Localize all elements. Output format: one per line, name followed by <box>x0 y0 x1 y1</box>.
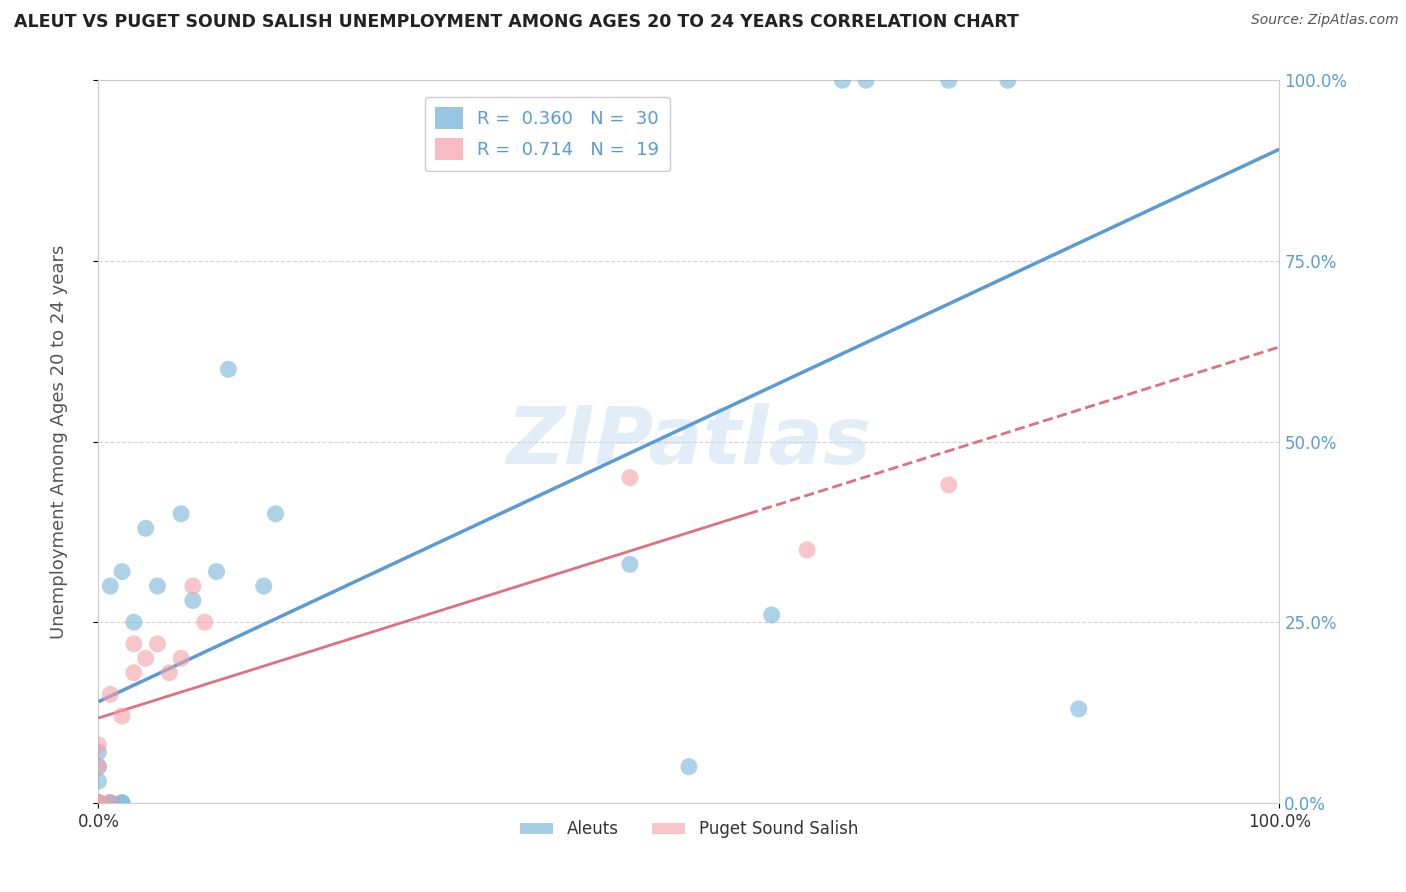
Point <box>181 593 204 607</box>
Point <box>146 579 169 593</box>
Point <box>87 760 110 774</box>
Point <box>997 73 1019 87</box>
Point <box>146 637 169 651</box>
Point <box>98 579 121 593</box>
Point <box>619 558 641 572</box>
Point <box>87 796 110 810</box>
Point <box>111 796 134 810</box>
Point <box>87 796 110 810</box>
Point <box>98 796 121 810</box>
Point <box>678 760 700 774</box>
Point <box>217 362 239 376</box>
Point <box>135 651 157 665</box>
Point <box>157 665 180 680</box>
Point <box>87 774 110 789</box>
Point <box>87 760 110 774</box>
Point <box>264 507 287 521</box>
Point <box>87 796 110 810</box>
Point <box>98 796 121 810</box>
Point <box>205 565 228 579</box>
Point <box>135 521 157 535</box>
Point <box>87 796 110 810</box>
Point <box>194 615 217 630</box>
Text: ALEUT VS PUGET SOUND SALISH UNEMPLOYMENT AMONG AGES 20 TO 24 YEARS CORRELATION C: ALEUT VS PUGET SOUND SALISH UNEMPLOYMENT… <box>14 13 1019 31</box>
Point <box>87 745 110 759</box>
Point <box>619 470 641 484</box>
Point <box>111 796 134 810</box>
Text: ZIPatlas: ZIPatlas <box>506 402 872 481</box>
Point <box>111 709 134 723</box>
Point <box>87 738 110 752</box>
Point <box>938 73 960 87</box>
Point <box>98 687 121 701</box>
Point <box>938 478 960 492</box>
Legend: Aleuts, Puget Sound Salish: Aleuts, Puget Sound Salish <box>513 814 865 845</box>
Point <box>181 579 204 593</box>
Point <box>831 73 853 87</box>
Point <box>87 796 110 810</box>
Point <box>855 73 877 87</box>
Point <box>796 542 818 557</box>
Point <box>111 565 134 579</box>
Point <box>87 796 110 810</box>
Point <box>170 651 193 665</box>
Point <box>98 796 121 810</box>
Y-axis label: Unemployment Among Ages 20 to 24 years: Unemployment Among Ages 20 to 24 years <box>49 244 67 639</box>
Point <box>87 796 110 810</box>
Point <box>122 615 145 630</box>
Text: Source: ZipAtlas.com: Source: ZipAtlas.com <box>1251 13 1399 28</box>
Point <box>761 607 783 622</box>
Point <box>1067 702 1090 716</box>
Point <box>122 665 145 680</box>
Point <box>253 579 276 593</box>
Point <box>170 507 193 521</box>
Point <box>122 637 145 651</box>
